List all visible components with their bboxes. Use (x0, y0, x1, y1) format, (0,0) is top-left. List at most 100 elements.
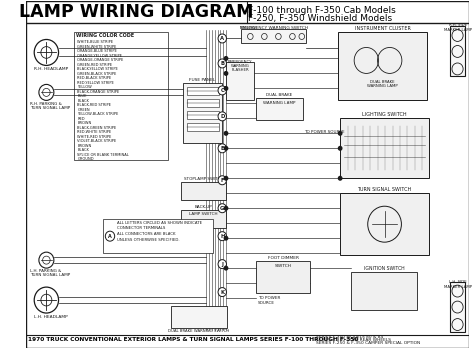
Text: RED-WHITE STRIPE: RED-WHITE STRIPE (77, 130, 111, 134)
Text: DUAL BRAKE: DUAL BRAKE (266, 93, 292, 97)
Text: TURN SIGNAL LAMP: TURN SIGNAL LAMP (30, 273, 71, 277)
Text: A: A (108, 234, 112, 239)
Text: WIRING COLOR CODE: WIRING COLOR CODE (76, 33, 135, 39)
Bar (187, 87, 219, 95)
Text: A: A (220, 36, 224, 41)
Circle shape (224, 266, 228, 270)
Bar (450, 26, 465, 77)
Circle shape (224, 206, 228, 210)
Text: L.H. PARKING &: L.H. PARKING & (30, 269, 62, 273)
Text: SPLICE OR BLANK TERMINAL: SPLICE OR BLANK TERMINAL (77, 153, 129, 157)
Bar (338, 32, 427, 100)
Text: R.H. PARKING &: R.H. PARKING & (30, 102, 63, 106)
Circle shape (224, 72, 228, 75)
Circle shape (224, 176, 228, 180)
Text: B: B (220, 61, 224, 66)
Text: SERIES F-250 & F-350 CAMPER SPECIAL OPTION: SERIES F-250 & F-350 CAMPER SPECIAL OPTI… (316, 341, 420, 345)
Text: RED-YELLOW STRIPE: RED-YELLOW STRIPE (77, 81, 114, 85)
Text: D: D (220, 114, 225, 119)
Bar (187, 111, 219, 119)
Bar (241, 30, 307, 44)
Text: R.H. HEADLAMP: R.H. HEADLAMP (34, 68, 68, 71)
Text: YELLOW: YELLOW (77, 85, 92, 89)
Text: BROWN: BROWN (77, 144, 91, 148)
Text: LAMP WIRING DIAGRAM: LAMP WIRING DIAGRAM (19, 2, 254, 21)
Text: STOPLAMP SWITCH: STOPLAMP SWITCH (184, 177, 223, 181)
Bar (102, 219, 213, 253)
Circle shape (218, 59, 227, 68)
Circle shape (218, 204, 227, 213)
Text: BACK-UP: BACK-UP (195, 205, 212, 209)
Text: LAMP SWITCH: LAMP SWITCH (189, 212, 218, 216)
Text: GREEN: GREEN (77, 108, 90, 112)
Text: DUAL BRAKE WARNING SWITCH: DUAL BRAKE WARNING SWITCH (168, 329, 229, 333)
Text: RED-BLACK STRIPE: RED-BLACK STRIPE (77, 77, 111, 80)
Text: SERIES F-350 MODELS 80 & 84: SERIES F-350 MODELS 80 & 84 (316, 335, 383, 339)
Bar (226, 62, 254, 100)
Text: IGNITION SWITCH: IGNITION SWITCH (364, 266, 404, 271)
Bar (171, 306, 227, 328)
Circle shape (338, 132, 342, 135)
Text: ORANGE-BLUE STRIPE: ORANGE-BLUE STRIPE (77, 49, 117, 54)
Text: FOOT DIMMER: FOOT DIMMER (267, 256, 299, 260)
Text: VIOLET-BLACK STRIPE: VIOLET-BLACK STRIPE (77, 139, 117, 143)
Text: ORANGE-YELLOW STRIPE: ORANGE-YELLOW STRIPE (77, 54, 122, 58)
Text: BLACK-YELLOW STRIPE: BLACK-YELLOW STRIPE (77, 68, 118, 71)
Text: E: E (220, 146, 224, 151)
Text: G: G (220, 206, 225, 211)
Text: GREEN-BLACK STRIPE: GREEN-BLACK STRIPE (77, 72, 117, 76)
Circle shape (218, 86, 227, 95)
Text: WARNING LAMP: WARNING LAMP (263, 101, 296, 105)
Text: L.H. SIDE
MARKER LAMP: L.H. SIDE MARKER LAMP (444, 280, 472, 289)
Bar (340, 193, 429, 255)
Bar (181, 210, 226, 228)
Text: 1970 TRUCK CONVENTIONAL EXTERIOR LAMPS & TURN SIGNAL LAMPS SERIES F-100 THROUGH : 1970 TRUCK CONVENTIONAL EXTERIOR LAMPS &… (27, 337, 358, 342)
Circle shape (338, 147, 342, 150)
Text: BLACK-RED STRIPE: BLACK-RED STRIPE (77, 103, 111, 108)
Text: H: H (220, 234, 225, 239)
Text: F: F (220, 178, 224, 183)
Text: TO POWER
SOURCE: TO POWER SOURCE (258, 296, 280, 305)
Text: LIGHTING SWITCH: LIGHTING SWITCH (362, 112, 407, 117)
Bar (450, 282, 465, 332)
Bar (351, 272, 417, 310)
Text: F-250, F-350 Windshield Models: F-250, F-350 Windshield Models (248, 14, 392, 23)
Circle shape (338, 176, 342, 180)
Text: TURN SIGNAL LAMP: TURN SIGNAL LAMP (30, 106, 71, 110)
Bar (256, 98, 303, 120)
Text: ALL CONNECTORS ARE BLACK: ALL CONNECTORS ARE BLACK (118, 232, 176, 236)
Circle shape (224, 236, 228, 240)
Text: WHITE-RED STRIPE: WHITE-RED STRIPE (77, 135, 111, 139)
Circle shape (218, 176, 227, 185)
Text: K: K (220, 290, 224, 295)
Bar (181, 182, 226, 200)
Bar (340, 118, 429, 178)
Bar (183, 84, 222, 143)
Circle shape (218, 232, 227, 241)
Text: BLACK-ORANGE STRIPE: BLACK-ORANGE STRIPE (77, 90, 119, 94)
Text: J: J (221, 262, 223, 267)
Text: F-100 through F-350 Cab Models: F-100 through F-350 Cab Models (248, 6, 396, 15)
Text: WARNING: WARNING (230, 64, 249, 69)
Bar (74, 32, 168, 160)
Text: R.H. SIDE
MARKER LAMP: R.H. SIDE MARKER LAMP (444, 24, 472, 32)
Text: FUSE PANEL: FUSE PANEL (190, 78, 216, 82)
Circle shape (218, 260, 227, 269)
Text: RED: RED (77, 117, 85, 121)
Text: UNLESS OTHERWISE SPECIFIED.: UNLESS OTHERWISE SPECIFIED. (118, 238, 180, 242)
Text: BLUE: BLUE (77, 94, 87, 98)
Text: YELLOW: YELLOW (239, 26, 256, 31)
Text: BLACK: BLACK (77, 99, 89, 103)
Text: YELLOW-BLACK STRIPE: YELLOW-BLACK STRIPE (77, 112, 118, 116)
Bar (187, 100, 219, 108)
Text: SERIES F-350 DUAL REAR WHEELS: SERIES F-350 DUAL REAR WHEELS (316, 338, 391, 342)
Text: GREEN-WHITE STRIPE: GREEN-WHITE STRIPE (77, 45, 117, 49)
Text: TO POWER SOURCE: TO POWER SOURCE (304, 130, 344, 134)
Text: FLASHER: FLASHER (231, 69, 249, 72)
Circle shape (224, 87, 228, 90)
Text: GREEN-RED STRIPE: GREEN-RED STRIPE (77, 63, 112, 67)
Text: ORANGE-ORANGE STRIPE: ORANGE-ORANGE STRIPE (77, 58, 124, 62)
Text: EMERGENCY WARNING SWITCH: EMERGENCY WARNING SWITCH (240, 26, 308, 31)
Bar (187, 123, 219, 131)
Text: GROUND: GROUND (77, 157, 94, 161)
